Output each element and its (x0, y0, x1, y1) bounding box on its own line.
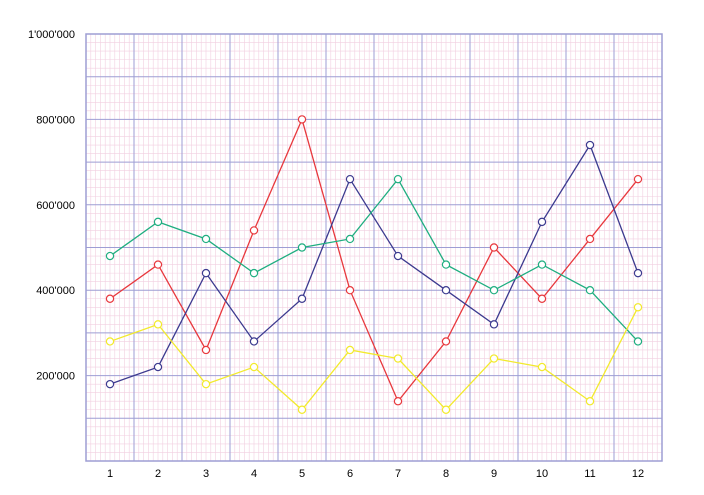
series-line (109, 178, 639, 342)
data-point (345, 345, 355, 355)
x-tick-label: 11 (584, 468, 595, 480)
y-tick-label: 1'000'000 (28, 29, 75, 41)
data-point (537, 260, 547, 269)
data-point (441, 337, 451, 346)
data-point (297, 243, 307, 252)
data-point (201, 345, 211, 355)
y-tick-label: 400'000 (36, 285, 75, 297)
x-axis-tick-labels: 1 2 3 4 5 6 7 8 9 10 11 12 (107, 468, 644, 480)
data-point (249, 226, 259, 235)
x-tick-label: 3 (203, 468, 209, 480)
series-line (109, 117, 639, 403)
data-point (441, 286, 451, 295)
data-point (297, 115, 307, 124)
y-tick-label: 800'000 (36, 114, 75, 126)
x-tick-label: 5 (299, 468, 305, 480)
series-3 (105, 174, 643, 346)
data-point (489, 354, 499, 363)
data-point (249, 362, 259, 372)
data-point (393, 354, 403, 363)
data-point (393, 174, 403, 184)
data-point (201, 268, 211, 278)
x-tick-label: 2 (155, 468, 161, 480)
series-line (109, 143, 639, 385)
data-point (633, 174, 643, 184)
data-point (441, 405, 451, 414)
data-point (489, 320, 499, 329)
data-point (537, 362, 547, 372)
plot-frame (85, 33, 663, 462)
series-1 (105, 115, 643, 406)
x-tick-label: 1 (107, 468, 113, 480)
data-point (489, 243, 499, 252)
data-point (297, 294, 307, 303)
x-tick-label: 7 (395, 468, 401, 480)
data-point (105, 337, 115, 346)
series-4 (105, 303, 643, 414)
data-point (585, 397, 595, 406)
series-2 (105, 140, 643, 389)
data-point (249, 337, 259, 346)
data-point (345, 286, 355, 295)
data-point (345, 234, 355, 244)
data-point (201, 234, 211, 244)
x-tick-label: 9 (491, 468, 497, 480)
series-layer (105, 115, 643, 414)
series-line (109, 306, 639, 411)
data-point (393, 251, 403, 261)
data-point (153, 260, 163, 269)
data-point (633, 268, 643, 278)
data-point (537, 294, 547, 303)
data-point (537, 217, 547, 227)
data-point (633, 337, 643, 346)
data-point (105, 379, 115, 389)
x-tick-label: 6 (347, 468, 353, 480)
major-grid (86, 34, 662, 461)
data-point (153, 362, 163, 372)
data-point (633, 303, 643, 312)
x-tick-label: 12 (632, 468, 644, 480)
y-tick-label: 600'000 (36, 200, 75, 212)
data-point (297, 405, 307, 414)
x-tick-label: 10 (536, 468, 548, 480)
data-point (393, 397, 403, 406)
x-tick-label: 4 (251, 468, 257, 480)
data-point (153, 320, 163, 329)
data-point (585, 286, 595, 295)
data-point (585, 234, 595, 244)
data-point (249, 268, 259, 278)
data-point (153, 217, 163, 227)
y-tick-label: 200'000 (36, 371, 75, 383)
data-point (345, 174, 355, 184)
data-point (105, 294, 115, 303)
data-point (441, 260, 451, 269)
data-point (201, 379, 211, 389)
data-point (489, 286, 499, 295)
y-axis-tick-labels: 200'000 400'000 600'000 800'000 1'000'000 (28, 29, 75, 383)
data-point (585, 140, 595, 150)
x-tick-label: 8 (443, 468, 449, 480)
data-point (105, 251, 115, 261)
